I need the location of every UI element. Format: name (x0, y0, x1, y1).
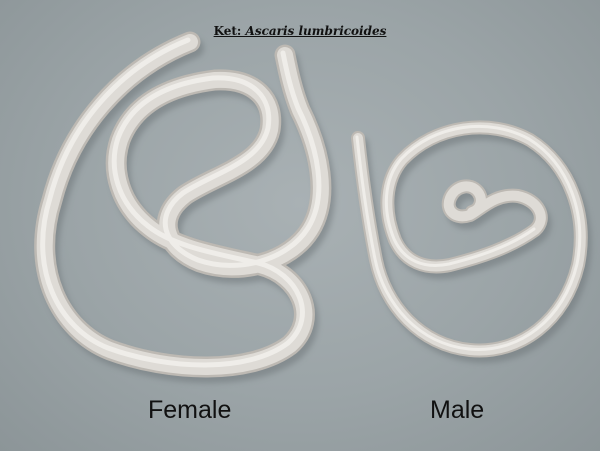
male-worm (351, 120, 588, 358)
caption-species: Ascaris lumbricoides (245, 24, 387, 38)
caption: Ket: Ascaris lumbricoides (0, 24, 600, 38)
caption-prefix: Ket: (213, 24, 246, 38)
female-worm (34, 31, 332, 378)
male-label: Male (430, 396, 485, 424)
female-label: Female (148, 396, 232, 424)
